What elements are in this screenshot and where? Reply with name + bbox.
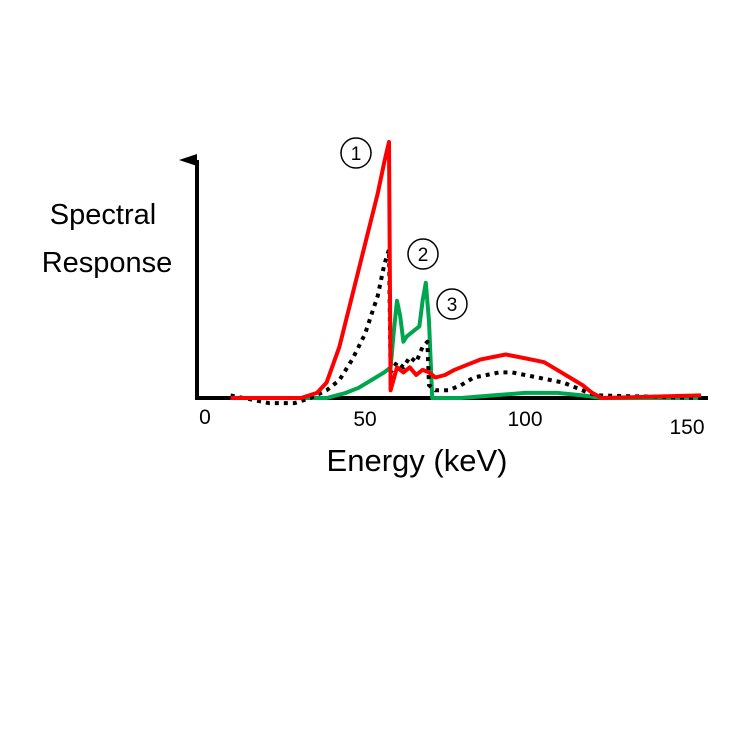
y-axis-label-line-2: Response xyxy=(42,247,173,279)
series-marker-3: 3 xyxy=(436,288,468,320)
series-line-1 xyxy=(230,140,702,400)
series-marker-circle xyxy=(340,137,372,169)
series-marker-1: 1 xyxy=(340,137,372,169)
x-axis-label: Energy (keV) xyxy=(327,443,508,478)
x-tick-label-0: 0 xyxy=(199,406,211,429)
series-markers: 1 2 3 xyxy=(340,137,468,320)
x-tick-label-100: 100 xyxy=(507,408,542,431)
x-tick-label-150: 150 xyxy=(669,416,704,439)
y-axis-label-line-1: Spectral xyxy=(50,199,156,231)
series-marker-number: 3 xyxy=(447,295,458,316)
x-tick-labels: 0 50 100 150 xyxy=(199,406,704,439)
series-lines xyxy=(230,140,702,406)
series-marker-circle xyxy=(407,238,439,270)
series-line-2 xyxy=(230,247,702,406)
series-marker-number: 2 xyxy=(418,245,429,266)
series-marker-number: 1 xyxy=(351,144,362,165)
series-line-3 xyxy=(230,280,701,400)
x-tick-label-50: 50 xyxy=(353,408,376,431)
series-marker-2: 2 xyxy=(407,238,439,270)
series-marker-circle xyxy=(436,288,468,320)
